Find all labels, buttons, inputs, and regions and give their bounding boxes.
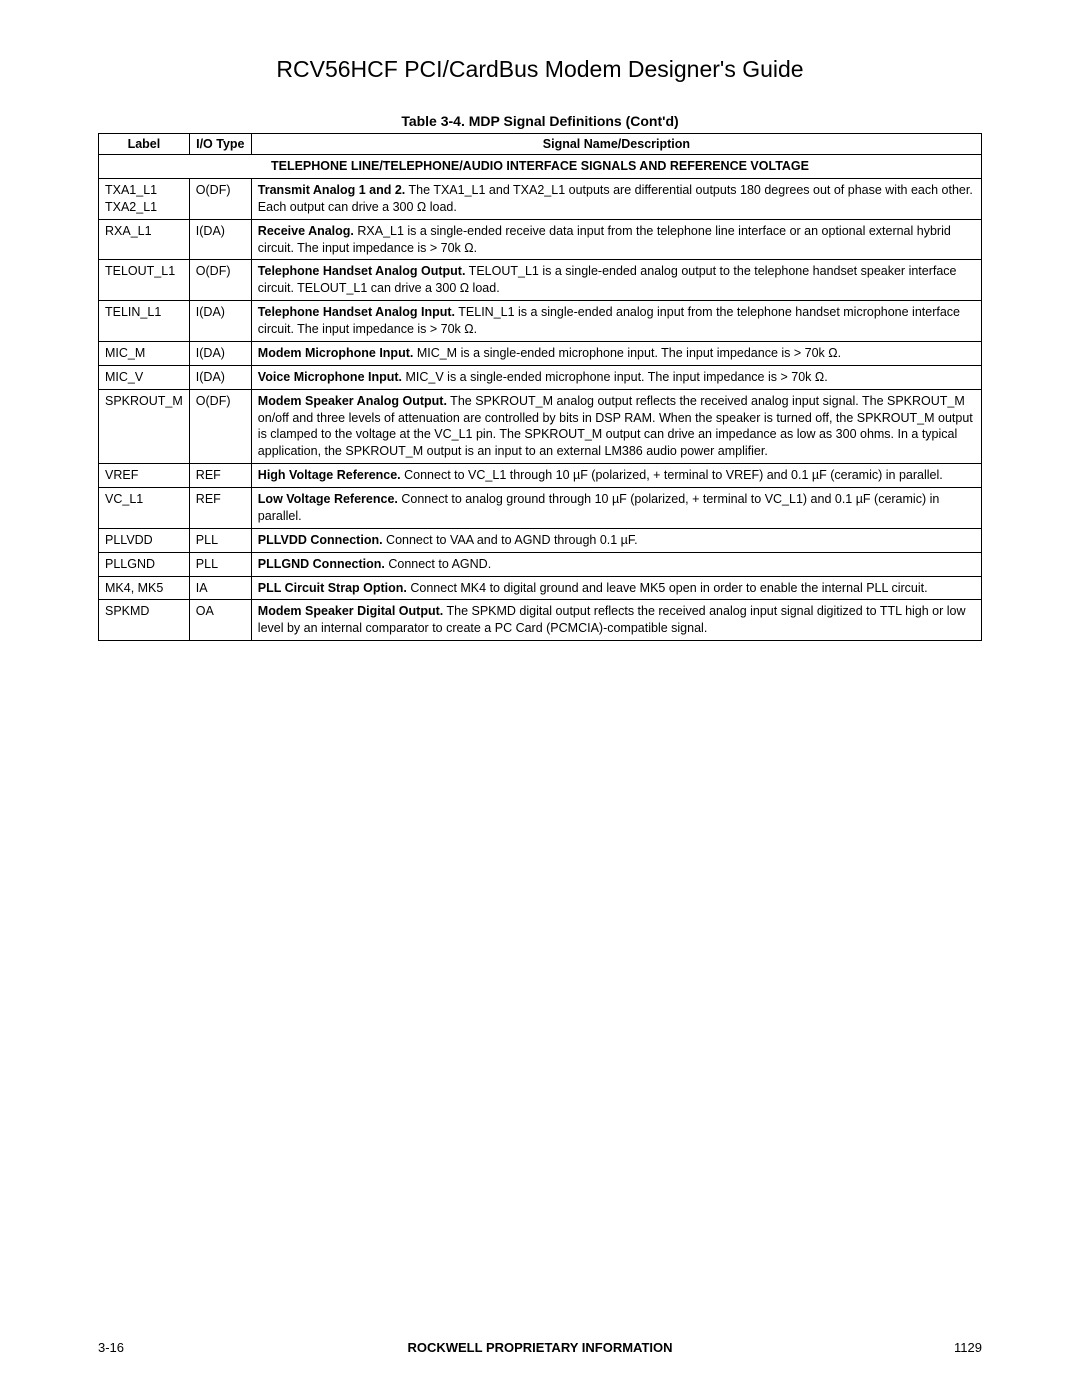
cell-io-type: I(DA)	[189, 219, 251, 260]
page-footer: 3-16 ROCKWELL PROPRIETARY INFORMATION 11…	[98, 1340, 982, 1355]
col-header-label: Label	[99, 134, 190, 155]
table-row: RXA_L1I(DA)Receive Analog. RXA_L1 is a s…	[99, 219, 982, 260]
cell-io-type: PLL	[189, 528, 251, 552]
cell-label: MIC_M	[99, 341, 190, 365]
description-signal-name: Modem Speaker Digital Output.	[258, 604, 443, 618]
cell-label: TXA1_L1TXA2_L1	[99, 178, 190, 219]
description-signal-name: Low Voltage Reference.	[258, 492, 398, 506]
table-row: MIC_MI(DA)Modem Microphone Input. MIC_M …	[99, 341, 982, 365]
cell-io-type: IA	[189, 576, 251, 600]
table-row: MIC_VI(DA)Voice Microphone Input. MIC_V …	[99, 365, 982, 389]
cell-description: PLL Circuit Strap Option. Connect MK4 to…	[251, 576, 981, 600]
footer-page-number-left: 3-16	[98, 1340, 124, 1355]
table-body: TELEPHONE LINE/TELEPHONE/AUDIO INTERFACE…	[99, 155, 982, 641]
description-signal-name: Receive Analog.	[258, 224, 354, 238]
table-row: VC_L1REFLow Voltage Reference. Connect t…	[99, 488, 982, 529]
description-signal-name: Modem Microphone Input.	[258, 346, 414, 360]
cell-label: VC_L1	[99, 488, 190, 529]
footer-page-number-right: 1129	[954, 1340, 982, 1355]
footer-proprietary-text: ROCKWELL PROPRIETARY INFORMATION	[98, 1340, 982, 1355]
section-header-row: TELEPHONE LINE/TELEPHONE/AUDIO INTERFACE…	[99, 155, 982, 179]
cell-io-type: REF	[189, 488, 251, 529]
page: RCV56HCF PCI/CardBus Modem Designer's Gu…	[0, 0, 1080, 1397]
cell-io-type: REF	[189, 464, 251, 488]
section-header-cell: TELEPHONE LINE/TELEPHONE/AUDIO INTERFACE…	[99, 155, 982, 179]
cell-label: SPKMD	[99, 600, 190, 641]
col-header-desc: Signal Name/Description	[251, 134, 981, 155]
cell-io-type: I(DA)	[189, 341, 251, 365]
cell-label: VREF	[99, 464, 190, 488]
cell-description: Modem Microphone Input. MIC_M is a singl…	[251, 341, 981, 365]
cell-label: MIC_V	[99, 365, 190, 389]
col-header-io: I/O Type	[189, 134, 251, 155]
cell-label: PLLVDD	[99, 528, 190, 552]
cell-io-type: I(DA)	[189, 301, 251, 342]
cell-description: PLLGND Connection. Connect to AGND.	[251, 552, 981, 576]
cell-label: RXA_L1	[99, 219, 190, 260]
description-signal-name: PLLGND Connection.	[258, 557, 385, 571]
table-row: TXA1_L1TXA2_L1O(DF)Transmit Analog 1 and…	[99, 178, 982, 219]
table-row: PLLGNDPLLPLLGND Connection. Connect to A…	[99, 552, 982, 576]
description-signal-name: High Voltage Reference.	[258, 468, 401, 482]
description-signal-name: PLLVDD Connection.	[258, 533, 383, 547]
cell-io-type: O(DF)	[189, 178, 251, 219]
cell-description: Receive Analog. RXA_L1 is a single-ended…	[251, 219, 981, 260]
cell-io-type: PLL	[189, 552, 251, 576]
description-signal-name: Telephone Handset Analog Output.	[258, 264, 466, 278]
table-row: MK4, MK5IAPLL Circuit Strap Option. Conn…	[99, 576, 982, 600]
description-signal-name: PLL Circuit Strap Option.	[258, 581, 407, 595]
table-header-row: Label I/O Type Signal Name/Description	[99, 134, 982, 155]
cell-label: SPKROUT_M	[99, 389, 190, 464]
cell-label: TELIN_L1	[99, 301, 190, 342]
description-signal-name: Voice Microphone Input.	[258, 370, 402, 384]
cell-description: PLLVDD Connection. Connect to VAA and to…	[251, 528, 981, 552]
cell-label: PLLGND	[99, 552, 190, 576]
table-row: SPKMDOAModem Speaker Digital Output. The…	[99, 600, 982, 641]
cell-description: High Voltage Reference. Connect to VC_L1…	[251, 464, 981, 488]
cell-io-type: OA	[189, 600, 251, 641]
table-row: VREFREFHigh Voltage Reference. Connect t…	[99, 464, 982, 488]
cell-label: TELOUT_L1	[99, 260, 190, 301]
table-caption: Table 3-4. MDP Signal Definitions (Cont'…	[98, 113, 982, 129]
table-row: SPKROUT_MO(DF)Modem Speaker Analog Outpu…	[99, 389, 982, 464]
document-title: RCV56HCF PCI/CardBus Modem Designer's Gu…	[98, 56, 982, 83]
cell-description: Voice Microphone Input. MIC_V is a singl…	[251, 365, 981, 389]
cell-io-type: O(DF)	[189, 260, 251, 301]
cell-description: Transmit Analog 1 and 2. The TXA1_L1 and…	[251, 178, 981, 219]
table-row: PLLVDDPLLPLLVDD Connection. Connect to V…	[99, 528, 982, 552]
cell-label: MK4, MK5	[99, 576, 190, 600]
table-row: TELOUT_L1O(DF)Telephone Handset Analog O…	[99, 260, 982, 301]
description-signal-name: Modem Speaker Analog Output.	[258, 394, 447, 408]
cell-io-type: I(DA)	[189, 365, 251, 389]
cell-description: Telephone Handset Analog Input. TELIN_L1…	[251, 301, 981, 342]
cell-description: Low Voltage Reference. Connect to analog…	[251, 488, 981, 529]
signal-definitions-table: Label I/O Type Signal Name/Description T…	[98, 133, 982, 641]
cell-description: Telephone Handset Analog Output. TELOUT_…	[251, 260, 981, 301]
description-signal-name: Telephone Handset Analog Input.	[258, 305, 455, 319]
cell-description: Modem Speaker Analog Output. The SPKROUT…	[251, 389, 981, 464]
table-row: TELIN_L1I(DA)Telephone Handset Analog In…	[99, 301, 982, 342]
description-signal-name: Transmit Analog 1 and 2.	[258, 183, 406, 197]
cell-description: Modem Speaker Digital Output. The SPKMD …	[251, 600, 981, 641]
cell-io-type: O(DF)	[189, 389, 251, 464]
